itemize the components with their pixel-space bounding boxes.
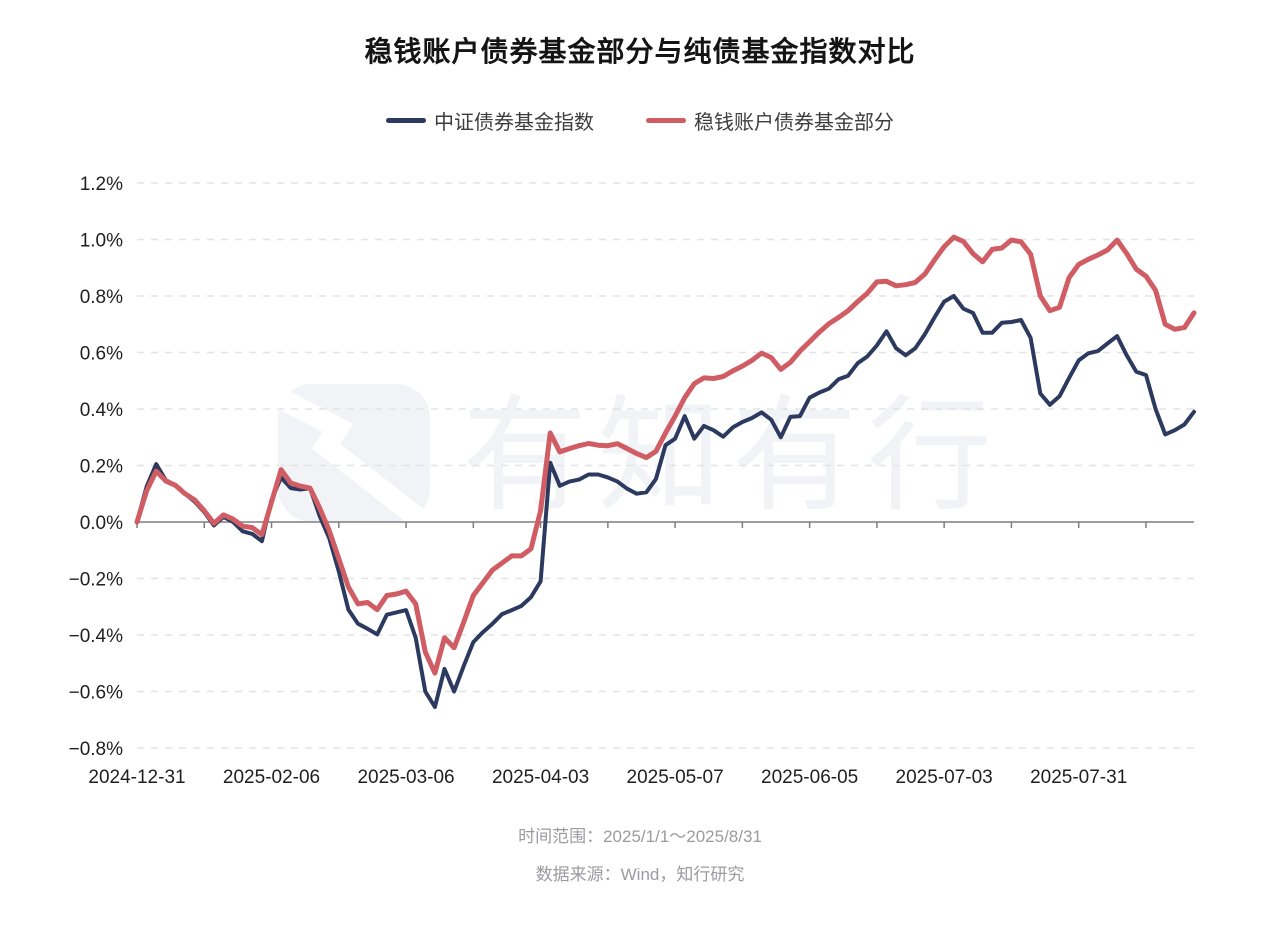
y-axis-tick-label: −0.2% (69, 570, 124, 591)
series-line-csi-bond-fund-index (135, 294, 1196, 709)
x-axis-tick-label: 2025-05-07 (627, 767, 724, 788)
footer-data-source: 数据来源：Wind，知行研究 (535, 865, 745, 884)
x-axis-tick-label: 2025-07-03 (896, 767, 993, 788)
youzhiyouxing-logo-watermark-icon (278, 384, 430, 522)
legend-label-stable-money-bond-portion: 稳钱账户债券基金部分 (694, 112, 894, 134)
x-axis-tick-label: 2025-03-06 (357, 767, 454, 788)
x-axis-tick-label: 2025-07-31 (1030, 767, 1127, 788)
y-axis-tick-label: 1.2% (80, 174, 123, 195)
youzhiyouxing-text-watermark: 有知有行 (462, 387, 1002, 526)
y-axis-tick-label: −0.4% (69, 626, 124, 647)
y-axis-tick-label: 0.2% (80, 457, 123, 478)
legend-item-stable-money-bond-portion: 稳钱账户债券基金部分 (646, 106, 894, 135)
x-axis-tick-label: 2025-06-05 (761, 767, 858, 788)
legend: 中证债券基金指数 稳钱账户债券基金部分 (0, 106, 1280, 135)
series-line-stable-money-bond-portion (134, 234, 1197, 676)
chart-title: 稳钱账户债券基金部分与纯债基金指数对比 (364, 36, 916, 67)
y-axis-tick-label: −0.6% (69, 683, 124, 704)
legend-item-csi-bond-fund-index: 中证债券基金指数 (386, 106, 594, 135)
logo-swoosh-icon (278, 385, 430, 522)
legend-swatch-navy (386, 118, 426, 123)
x-axis-tick-label: 2025-02-06 (223, 767, 320, 788)
x-axis-tick-label: 2024-12-31 (88, 767, 185, 788)
y-axis-tick-label: 0.0% (80, 513, 123, 534)
y-axis-tick-label: 1.0% (80, 231, 123, 252)
footer-time-range: 时间范围：2025/1/1～2025/8/31 (518, 827, 762, 846)
x-axis-tick-label: 2025-04-03 (492, 767, 589, 788)
y-axis-tick-label: 0.6% (80, 344, 123, 365)
y-axis-tick-label: 0.8% (80, 287, 123, 308)
legend-label-csi-bond-fund-index: 中证债券基金指数 (434, 112, 594, 134)
y-axis-tick-label: 0.4% (80, 400, 123, 421)
legend-swatch-red (646, 118, 686, 123)
y-axis-tick-label: −0.8% (69, 739, 124, 760)
